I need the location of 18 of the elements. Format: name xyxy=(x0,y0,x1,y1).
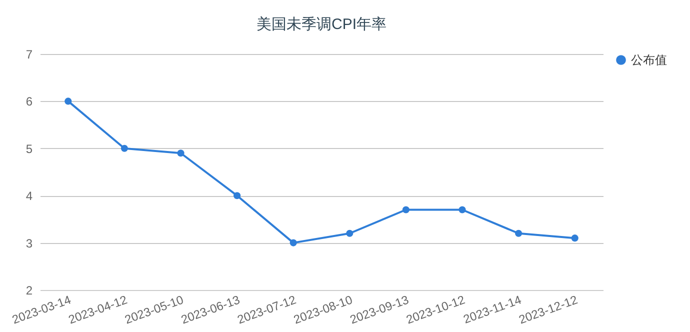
y-tick-label: 3 xyxy=(26,236,33,250)
y-tick-label: 4 xyxy=(26,189,33,204)
point xyxy=(177,150,184,157)
y-tick-label: 7 xyxy=(26,48,33,62)
point xyxy=(234,192,241,200)
y-tick-label: 6 xyxy=(26,94,33,109)
chart-title: 美国未季调CPI年率 xyxy=(256,16,387,33)
y-tick-label: 2 xyxy=(26,284,33,298)
legend-label: 公布值 xyxy=(631,53,667,67)
point xyxy=(346,230,354,237)
point xyxy=(515,230,522,237)
point xyxy=(571,234,578,242)
point xyxy=(64,98,72,105)
point xyxy=(290,239,297,246)
point xyxy=(402,206,410,214)
y-tick-label: 5 xyxy=(26,142,33,156)
point xyxy=(120,144,128,152)
point xyxy=(458,206,466,214)
